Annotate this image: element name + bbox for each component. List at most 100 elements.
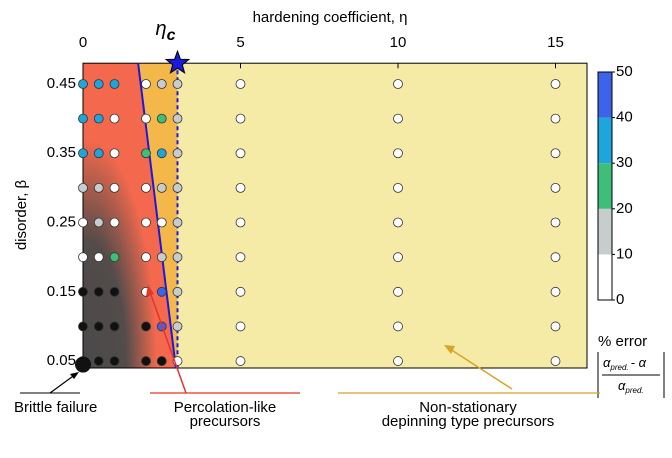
- point: [235, 217, 246, 228]
- annotation-text: depinning type precursors: [382, 413, 555, 430]
- x-tick-label: 10: [390, 34, 407, 51]
- annotation-arrow: [149, 291, 187, 394]
- colorbar-tick-label: 40: [616, 109, 633, 126]
- y-tick-label: 0.15: [47, 283, 76, 300]
- annotations: Brittle failure Percolation-like precurs…: [14, 285, 600, 430]
- colorbar-segment: [598, 163, 612, 209]
- brittle-point: [75, 356, 91, 373]
- colorbar-tick-label: 20: [616, 200, 633, 217]
- point: [393, 79, 403, 89]
- point: [550, 217, 561, 228]
- point: [93, 356, 104, 366]
- point: [156, 148, 167, 159]
- point: [141, 113, 151, 124]
- colorbar-segment: [598, 208, 612, 255]
- point: [235, 79, 246, 89]
- point: [235, 356, 246, 366]
- point: [172, 113, 183, 124]
- eta-symbol: η: [155, 18, 166, 40]
- point: [156, 79, 167, 89]
- colorbar-segment: [598, 72, 612, 118]
- point: [78, 113, 88, 124]
- point: [393, 252, 403, 263]
- point: [156, 252, 167, 263]
- point: [93, 321, 104, 332]
- point: [93, 113, 104, 124]
- eta-subscript: c: [167, 27, 176, 44]
- alpha: α: [618, 378, 626, 393]
- point: [78, 217, 88, 228]
- point: [109, 148, 120, 159]
- point: [109, 113, 120, 124]
- colorbar-tick-label: 50: [616, 63, 633, 80]
- point: [141, 217, 151, 228]
- point: [109, 79, 120, 89]
- point: [172, 217, 183, 228]
- point: [172, 148, 183, 159]
- point: [141, 252, 151, 263]
- point: [172, 321, 183, 332]
- colorbar-tick-label: 0: [616, 291, 624, 308]
- point: [109, 252, 120, 263]
- point: [93, 217, 104, 228]
- annotation-arrow: [449, 348, 513, 390]
- colorbar-tick-label: 30: [616, 154, 633, 171]
- point: [141, 182, 151, 193]
- x-tick-label: 0: [79, 34, 87, 51]
- point: [393, 113, 403, 124]
- point: [550, 79, 561, 89]
- point: [235, 321, 246, 332]
- colorbar-tick-label: 10: [616, 245, 633, 262]
- point: [78, 148, 88, 159]
- colorbar-segment: [598, 117, 612, 164]
- annotation-text: Brittle failure: [14, 399, 97, 416]
- point: [550, 182, 561, 193]
- y-tick-label: 0.05: [47, 352, 76, 369]
- y-axis-label: disorder, β: [13, 179, 30, 250]
- subscript: pred.: [609, 363, 628, 372]
- point: [550, 286, 561, 297]
- annotation-text: Percolation-like: [174, 399, 277, 416]
- point: [93, 148, 104, 159]
- point: [235, 113, 246, 124]
- y-tick-label: 0.35: [47, 144, 76, 161]
- point: [393, 321, 403, 332]
- point: [93, 182, 104, 193]
- point: [109, 286, 120, 297]
- colorbar-label: % error: [598, 333, 647, 350]
- colorbar-frame: [597, 71, 613, 301]
- point: [93, 286, 104, 297]
- arrow-head: [146, 285, 154, 296]
- alpha: α: [603, 355, 611, 370]
- point: [550, 148, 561, 159]
- annotation-text: Non-stationary: [419, 399, 517, 416]
- point: [156, 182, 167, 193]
- x-axis-label: hardening coefficient, η: [253, 9, 408, 26]
- formula-numerator: αpred. - α: [603, 355, 647, 372]
- plot-area: [75, 62, 588, 373]
- arrow-head: [70, 372, 79, 379]
- colorbar-segment: [598, 254, 612, 300]
- point: [141, 321, 151, 332]
- point: [235, 252, 246, 263]
- plot-frame: [82, 62, 588, 369]
- point: [93, 79, 104, 89]
- point: [550, 252, 561, 263]
- point: [78, 182, 88, 193]
- point: [93, 252, 104, 263]
- point: [172, 79, 183, 89]
- annotation-arrow: [49, 373, 77, 394]
- point: [78, 321, 88, 332]
- eta-c-star: [164, 49, 191, 75]
- eta-c-label: ηc: [155, 18, 175, 44]
- brittle-region: [83, 63, 176, 368]
- subscript: pred.: [624, 386, 643, 395]
- point: [156, 356, 167, 366]
- point: [78, 286, 88, 297]
- point: [109, 182, 120, 193]
- point: [550, 356, 561, 366]
- point: [235, 182, 246, 193]
- point: [393, 217, 403, 228]
- point: [550, 321, 561, 332]
